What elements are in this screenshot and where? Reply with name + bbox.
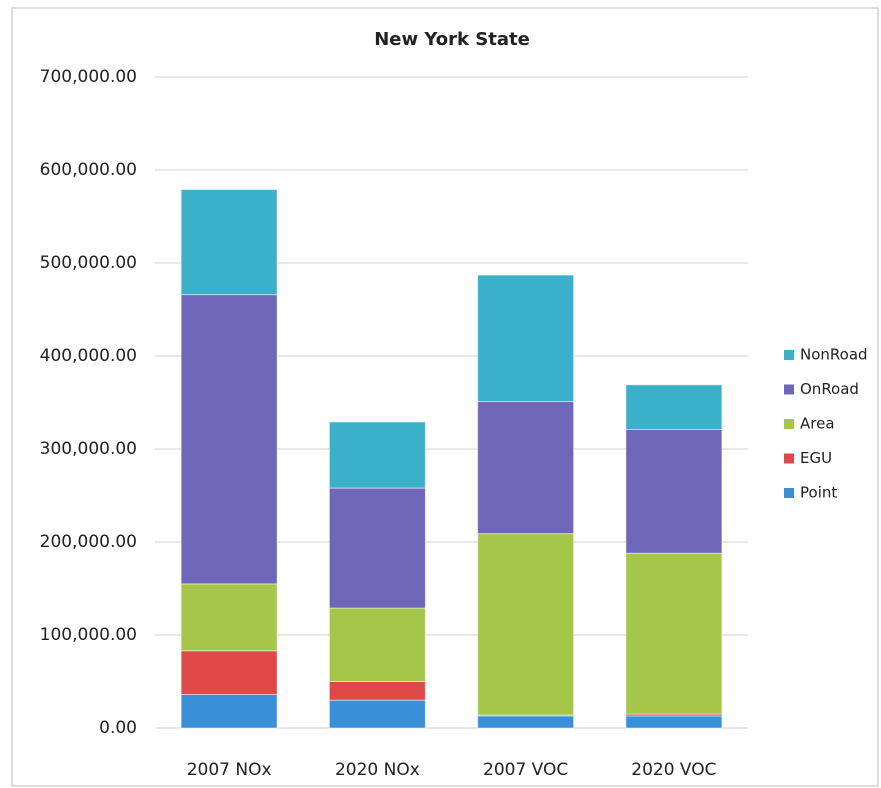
x-tick-label: 2020 VOC bbox=[631, 760, 716, 780]
legend-label: Area bbox=[800, 415, 835, 433]
y-tick-label: 700,000.00 bbox=[40, 67, 137, 87]
bar-segment bbox=[477, 533, 575, 716]
bar-segment bbox=[625, 384, 723, 430]
x-tick-label: 2020 NOx bbox=[335, 760, 420, 780]
bar-segment bbox=[328, 607, 426, 683]
bar-segment bbox=[625, 428, 723, 554]
legend-swatch bbox=[784, 350, 794, 360]
legend-swatch bbox=[784, 488, 794, 498]
bar-segment bbox=[477, 401, 575, 535]
legend-swatch bbox=[784, 419, 794, 429]
y-tick-label: 200,000.00 bbox=[40, 532, 137, 552]
frame bbox=[11, 7, 879, 787]
legend-swatch bbox=[784, 384, 794, 395]
y-tick-label: 500,000.00 bbox=[40, 253, 137, 273]
bar-segment bbox=[180, 189, 278, 296]
bar-segment bbox=[625, 715, 723, 729]
legend-swatch bbox=[784, 453, 794, 464]
bar-segment bbox=[328, 487, 426, 609]
bar-segment bbox=[180, 294, 278, 585]
x-tick-label: 2007 NOx bbox=[187, 760, 272, 780]
chart-title: New York State bbox=[374, 29, 530, 50]
bar-segment bbox=[328, 681, 426, 701]
y-tick-label: 300,000.00 bbox=[40, 439, 137, 459]
bar-segment bbox=[625, 552, 723, 715]
y-tick-label: 600,000.00 bbox=[40, 160, 137, 180]
bar-segment bbox=[180, 694, 278, 729]
y-tick-label: 400,000.00 bbox=[40, 346, 137, 366]
bar-segment bbox=[477, 715, 575, 729]
legend-label: Point bbox=[800, 484, 837, 502]
legend-label: OnRoad bbox=[800, 380, 859, 398]
bar-segment bbox=[180, 583, 278, 652]
legend-label: EGU bbox=[800, 449, 832, 467]
bar-segment bbox=[328, 699, 426, 729]
legend-label: NonRoad bbox=[800, 346, 868, 364]
y-tick-label: 100,000.00 bbox=[40, 625, 137, 645]
bar-segment bbox=[180, 650, 278, 696]
bar-segment bbox=[328, 421, 426, 489]
bar-segment bbox=[477, 274, 575, 403]
x-tick-label: 2007 VOC bbox=[483, 760, 568, 780]
y-tick-label: 0.00 bbox=[99, 718, 137, 738]
